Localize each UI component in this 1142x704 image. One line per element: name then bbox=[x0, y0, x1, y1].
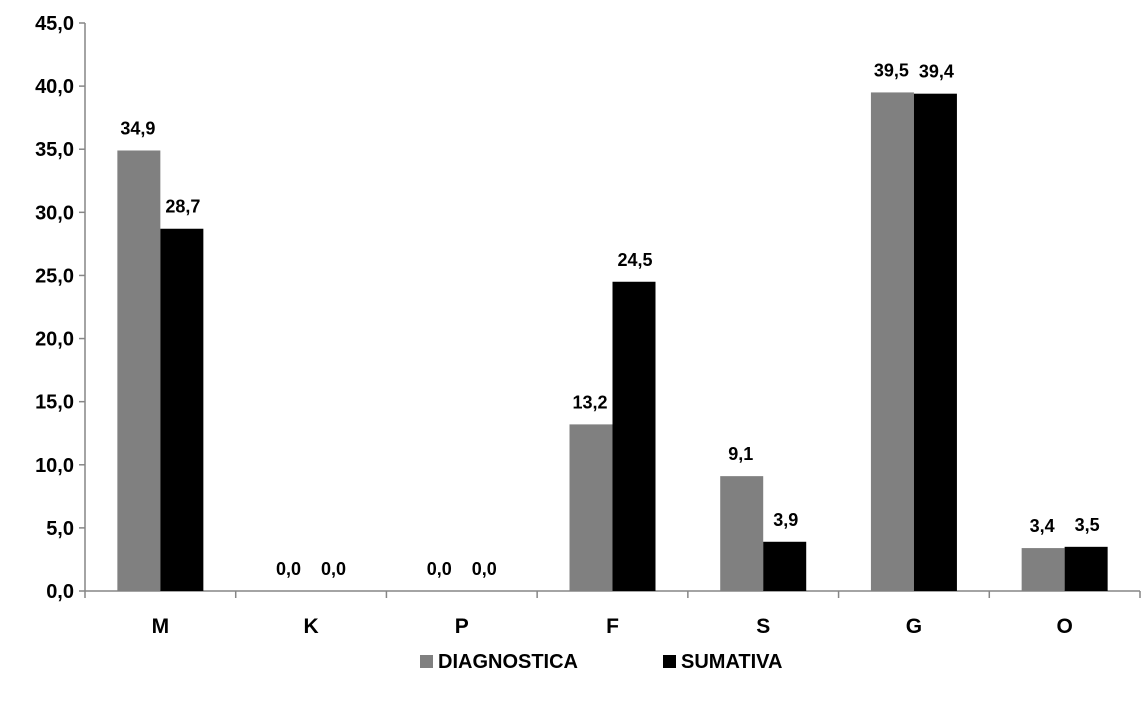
data-label: 24,5 bbox=[617, 250, 652, 270]
x-tick-label: P bbox=[455, 615, 469, 638]
data-label: 0,0 bbox=[276, 559, 301, 579]
data-label: 3,9 bbox=[773, 510, 798, 530]
bar-sumativa bbox=[160, 228, 204, 591]
bar-diagnostica bbox=[569, 424, 613, 591]
x-tick-label: M bbox=[152, 615, 170, 638]
y-tick-label: 40,0 bbox=[35, 76, 74, 98]
data-labels: 34,9 0,0 0,0 13,2 9,1 39,5 3,4 28,7 0,0 0,0 24,5 3,… bbox=[120, 60, 1099, 579]
bar-sumativa bbox=[612, 281, 656, 591]
data-label: 0,0 bbox=[472, 559, 497, 579]
x-tick-label: S bbox=[756, 615, 770, 638]
bar-sumativa bbox=[1064, 546, 1108, 591]
y-tick-label: 5,0 bbox=[46, 518, 74, 540]
bar-diagnostica bbox=[1021, 548, 1065, 591]
x-tick-label: K bbox=[303, 615, 318, 638]
legend: DIAGNOSTICA SUMATIVA bbox=[420, 651, 782, 673]
y-tick-label: 0,0 bbox=[46, 581, 74, 603]
y-tick-label: 10,0 bbox=[35, 455, 74, 477]
legend-swatch-sumativa bbox=[663, 655, 676, 668]
data-label: 13,2 bbox=[572, 392, 607, 412]
bar-diagnostica bbox=[720, 476, 764, 591]
data-label: 34,9 bbox=[120, 118, 155, 138]
y-tick-label: 20,0 bbox=[35, 329, 74, 351]
data-label: 3,5 bbox=[1075, 515, 1100, 535]
y-tick-label: 30,0 bbox=[35, 202, 74, 224]
x-tick-label: O bbox=[1056, 615, 1072, 638]
data-label: 3,4 bbox=[1030, 516, 1055, 536]
data-label: 28,7 bbox=[165, 197, 200, 217]
legend-label-sumativa: SUMATIVA bbox=[681, 651, 782, 673]
y-tick-label: 35,0 bbox=[35, 139, 74, 161]
bars bbox=[117, 92, 1108, 592]
data-label: 0,0 bbox=[427, 559, 452, 579]
x-tick-label: F bbox=[606, 615, 619, 638]
x-tick-label: G bbox=[906, 615, 922, 638]
legend-label-diagnostica: DIAGNOSTICA bbox=[438, 651, 578, 673]
bar-sumativa bbox=[913, 93, 957, 591]
bar-sumativa bbox=[763, 541, 807, 591]
bar-diagnostica bbox=[117, 150, 161, 592]
legend-swatch-diagnostica bbox=[420, 655, 433, 668]
bar-diagnostica bbox=[870, 92, 914, 591]
axes: 0,0 5,0 10,0 15,0 20,0 25,0 30,0 35,0 40,0 45,0 M K… bbox=[35, 13, 1141, 638]
data-label: 39,5 bbox=[874, 60, 909, 80]
y-tick-label: 45,0 bbox=[35, 13, 74, 35]
y-tick-label: 15,0 bbox=[35, 392, 74, 414]
data-label: 0,0 bbox=[321, 559, 346, 579]
data-label: 9,1 bbox=[728, 444, 753, 464]
data-label: 39,4 bbox=[919, 62, 954, 82]
y-tick-label: 25,0 bbox=[35, 265, 74, 287]
